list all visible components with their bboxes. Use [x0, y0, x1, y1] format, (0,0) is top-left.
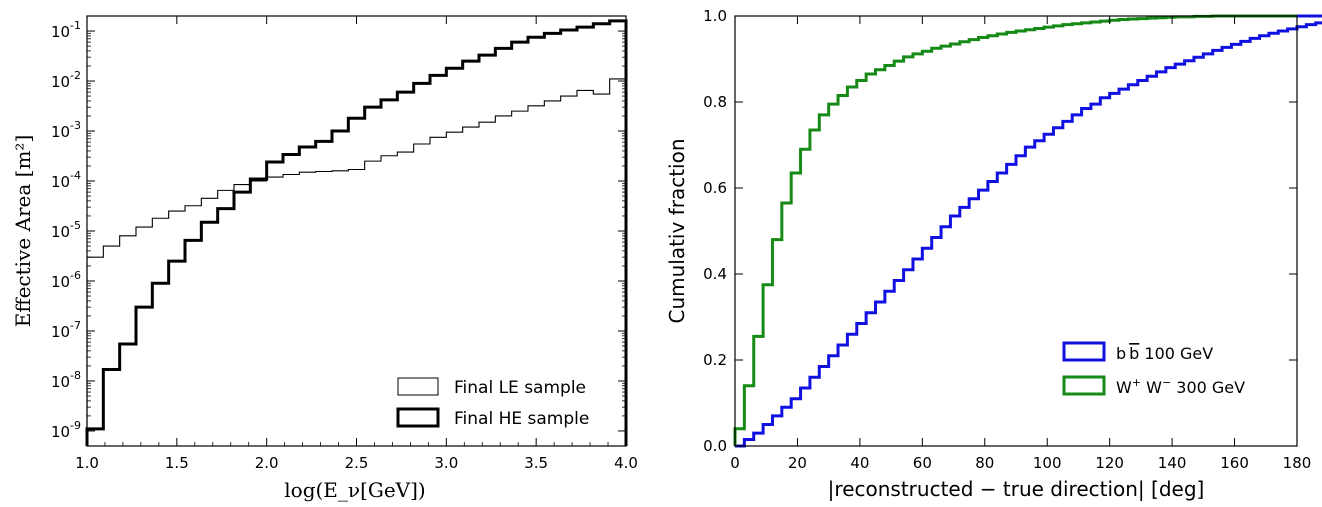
y-tick-base: 10 — [51, 223, 70, 241]
legend-swatch-he — [396, 407, 440, 428]
x-tick-label: 0 — [730, 454, 740, 472]
left-y-ticks: 10-910-810-710-610-510-410-310-210-1 — [51, 15, 626, 441]
y-tick-base: 10 — [51, 173, 70, 191]
y-tick-exponent: -9 — [70, 419, 81, 432]
y-tick-label: 0.4 — [703, 265, 727, 283]
left-x-axis-label: log(E_ν[GeV]) — [284, 478, 425, 502]
y-tick-exponent: -2 — [70, 69, 81, 82]
y-tick-label: 1.0 — [703, 7, 727, 25]
x-tick-label: 4.0 — [614, 454, 638, 472]
x-tick-label: 100 — [1033, 454, 1062, 472]
legend-bb-bar: b — [1129, 344, 1139, 363]
y-tick-label: 10-7 — [51, 319, 81, 341]
legend-bb-rest: 100 GeV — [1139, 344, 1213, 363]
x-tick-label: 40 — [850, 454, 869, 472]
y-tick-label: 0.2 — [703, 351, 727, 369]
y-tick-base: 10 — [51, 73, 70, 91]
legend-swatch-ww — [1062, 375, 1106, 396]
x-tick-label: 160 — [1220, 454, 1249, 472]
series-line-he — [85, 19, 628, 446]
left-histogram-steps — [85, 19, 628, 446]
legend-ww-sup1: + — [1132, 376, 1141, 389]
legend-ww-main: W — [1116, 378, 1132, 397]
left-y-axis-label: Effective Area [m²] — [11, 135, 35, 327]
right-y-axis-label: Cumulativ fraction — [665, 138, 689, 323]
left-legend: Final LE sample Final HE sample — [396, 377, 589, 429]
y-tick-base: 10 — [51, 273, 70, 291]
y-tick-base: 10 — [51, 123, 70, 141]
y-tick-base: 10 — [51, 23, 70, 41]
y-tick-exponent: -6 — [70, 269, 81, 282]
x-tick-label: 2.5 — [345, 454, 369, 472]
y-tick-label: 0.8 — [703, 93, 727, 111]
x-tick-label: 60 — [913, 454, 932, 472]
y-tick-label: 10-6 — [51, 269, 81, 291]
x-tick-label: 3.5 — [524, 454, 548, 472]
x-tick-label: 1.0 — [75, 454, 99, 472]
series-line-bb — [735, 14, 1322, 448]
right-panel: 0 20 40 60 80 100 120 140 160 180 0.0 0.2 0.4 0.6 0.8… — [665, 7, 1322, 501]
series-line-ww — [733, 14, 1297, 446]
x-tick-label: 140 — [1158, 454, 1187, 472]
y-tick-exponent: -8 — [70, 369, 81, 382]
y-tick-base: 10 — [51, 323, 70, 341]
y-tick-base: 10 — [51, 373, 70, 391]
y-tick-label: 10-2 — [51, 69, 81, 91]
y-tick-label: 10-9 — [51, 419, 81, 441]
y-tick-exponent: -3 — [70, 119, 81, 132]
y-tick-label: 10-1 — [51, 19, 81, 41]
y-tick-label: 0.0 — [703, 437, 727, 455]
legend-swatch-le — [397, 377, 439, 396]
y-tick-label: 10-5 — [51, 219, 81, 241]
x-tick-label: 180 — [1283, 454, 1312, 472]
y-tick-label: 0.6 — [703, 179, 727, 197]
right-plot-frame — [734, 15, 1298, 447]
y-tick-label: 10-4 — [51, 169, 81, 191]
y-tick-label: 10-3 — [51, 119, 81, 141]
y-tick-label: 10-8 — [51, 369, 81, 391]
left-x-ticks: 1.0 1.5 2.0 2.5 3.0 3.5 4.0 — [75, 16, 638, 472]
x-tick-label: 120 — [1095, 454, 1124, 472]
y-tick-exponent: -1 — [70, 19, 81, 32]
legend-ww-sup2: − — [1162, 376, 1171, 389]
y-tick-exponent: -7 — [70, 319, 81, 332]
series-line-le — [86, 78, 627, 446]
legend-swatch-bb — [1062, 341, 1106, 362]
legend-label-he: Final HE sample — [454, 409, 589, 429]
y-tick-exponent: -4 — [70, 169, 81, 182]
y-tick-exponent: -5 — [70, 219, 81, 232]
legend-label-ww: W+ W− 300 GeV — [1116, 376, 1245, 397]
legend-ww-mid: W — [1141, 378, 1162, 397]
left-panel: 1.0 1.5 2.0 2.5 3.0 3.5 4.0 10-910-810-710-610… — [11, 15, 638, 502]
legend-ww-rest: 300 GeV — [1171, 378, 1245, 397]
legend-label-le: Final LE sample — [454, 378, 586, 398]
right-x-axis-label: |reconstructed − true direction| [deg] — [828, 477, 1205, 501]
legend-bb-main: b — [1116, 344, 1126, 363]
x-tick-label: 1.5 — [165, 454, 189, 472]
x-tick-label: 3.0 — [434, 454, 458, 472]
right-histogram-steps — [733, 14, 1322, 448]
x-tick-label: 80 — [975, 454, 994, 472]
right-x-ticks: 0 20 40 60 80 100 120 140 160 180 — [730, 16, 1311, 472]
y-tick-base: 10 — [51, 423, 70, 441]
right-y-ticks: 0.0 0.2 0.4 0.6 0.8 1.0 — [703, 7, 1297, 455]
x-tick-label: 20 — [788, 454, 807, 472]
x-tick-label: 2.0 — [255, 454, 279, 472]
